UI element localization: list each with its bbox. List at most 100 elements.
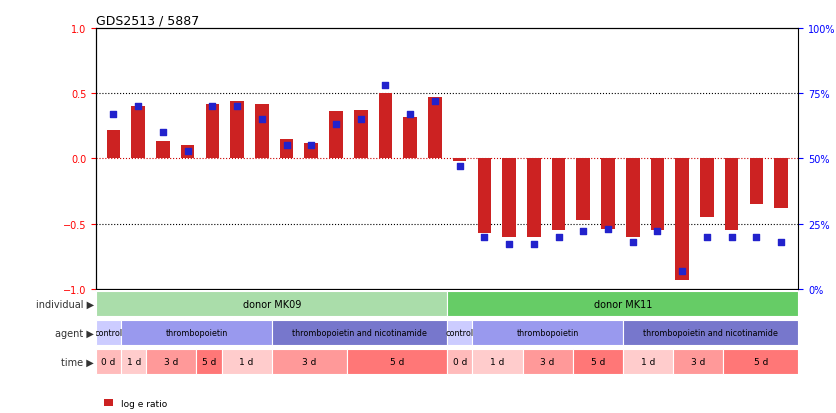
Bar — [379, 94, 392, 159]
Bar — [673, 349, 723, 375]
Point — [156, 130, 170, 136]
Point — [502, 242, 516, 248]
Text: 1 d: 1 d — [490, 357, 505, 366]
Point — [725, 234, 738, 240]
Point — [379, 83, 392, 90]
Text: GDS2513 / 5887: GDS2513 / 5887 — [96, 15, 200, 28]
Text: 1 d: 1 d — [239, 357, 254, 366]
Bar — [522, 349, 573, 375]
Bar — [354, 111, 368, 159]
Bar — [272, 320, 447, 346]
Bar — [447, 320, 472, 346]
Bar — [96, 349, 121, 375]
Point — [650, 228, 664, 235]
Text: thrombopoietin and nicotinamide: thrombopoietin and nicotinamide — [292, 328, 427, 337]
Text: control: control — [446, 328, 474, 337]
Bar — [774, 159, 788, 209]
Point — [601, 226, 614, 233]
Bar — [477, 159, 491, 233]
Bar — [573, 349, 623, 375]
Bar — [552, 159, 565, 230]
Bar — [675, 159, 689, 280]
Bar — [626, 159, 640, 237]
Text: 3 d: 3 d — [302, 357, 317, 366]
Bar — [650, 159, 665, 230]
Text: thrombopoietin: thrombopoietin — [166, 328, 227, 337]
Point — [701, 234, 714, 240]
Bar — [750, 159, 763, 204]
Point — [304, 142, 318, 149]
Text: time ▶: time ▶ — [61, 357, 94, 367]
Bar — [121, 349, 146, 375]
Text: 3 d: 3 d — [164, 357, 179, 366]
Point — [675, 268, 689, 274]
Bar — [96, 320, 121, 346]
Bar — [181, 146, 195, 159]
Bar — [255, 104, 268, 159]
Point — [552, 234, 565, 240]
Text: 3 d: 3 d — [691, 357, 706, 366]
Text: 5 d: 5 d — [590, 357, 605, 366]
Bar — [725, 159, 738, 230]
Bar — [577, 159, 590, 220]
Point — [404, 112, 417, 118]
Text: 5 d: 5 d — [201, 357, 217, 366]
Text: 0 d: 0 d — [452, 357, 467, 366]
Point — [280, 142, 293, 149]
Text: thrombopoietin: thrombopoietin — [517, 328, 579, 337]
Bar — [280, 140, 293, 159]
Point — [626, 239, 640, 246]
Bar — [146, 349, 196, 375]
Point — [750, 234, 763, 240]
Text: 5 d: 5 d — [753, 357, 768, 366]
Bar — [623, 349, 673, 375]
Point — [181, 148, 194, 154]
Bar — [347, 349, 447, 375]
Point — [329, 122, 343, 128]
Bar — [723, 349, 798, 375]
Point — [453, 164, 466, 170]
Point — [107, 112, 120, 118]
Point — [231, 104, 244, 110]
Bar — [196, 349, 222, 375]
Bar — [107, 131, 120, 159]
Legend: log e ratio, percentile rank within the sample: log e ratio, percentile rank within the … — [100, 395, 278, 413]
Text: agent ▶: agent ▶ — [54, 328, 94, 338]
Bar — [403, 117, 417, 159]
Bar — [272, 349, 347, 375]
Point — [428, 98, 441, 105]
Bar — [206, 104, 219, 159]
Text: donor MK11: donor MK11 — [594, 299, 652, 309]
Bar — [447, 349, 472, 375]
Text: 1 d: 1 d — [126, 357, 141, 366]
Bar — [502, 159, 516, 237]
Point — [206, 104, 219, 110]
Bar — [700, 159, 714, 218]
Bar — [121, 320, 272, 346]
Point — [528, 242, 541, 248]
Bar — [601, 159, 614, 229]
Bar — [453, 159, 466, 161]
Point — [354, 116, 367, 123]
Point — [255, 116, 268, 123]
Bar — [222, 349, 272, 375]
Text: individual ▶: individual ▶ — [35, 299, 94, 309]
Point — [577, 228, 590, 235]
Point — [774, 239, 788, 246]
Text: donor MK09: donor MK09 — [242, 299, 301, 309]
Text: thrombopoietin and nicotinamide: thrombopoietin and nicotinamide — [643, 328, 778, 337]
Point — [131, 104, 145, 110]
Bar — [304, 143, 318, 159]
Text: 5 d: 5 d — [390, 357, 405, 366]
Bar — [447, 291, 798, 317]
Bar — [329, 112, 343, 159]
Point — [477, 234, 491, 240]
Text: 3 d: 3 d — [540, 357, 555, 366]
Bar — [131, 107, 145, 159]
Bar — [96, 291, 447, 317]
Text: 1 d: 1 d — [640, 357, 655, 366]
Bar — [428, 98, 441, 159]
Text: 0 d: 0 d — [101, 357, 116, 366]
Bar — [472, 320, 623, 346]
Bar — [230, 102, 244, 159]
